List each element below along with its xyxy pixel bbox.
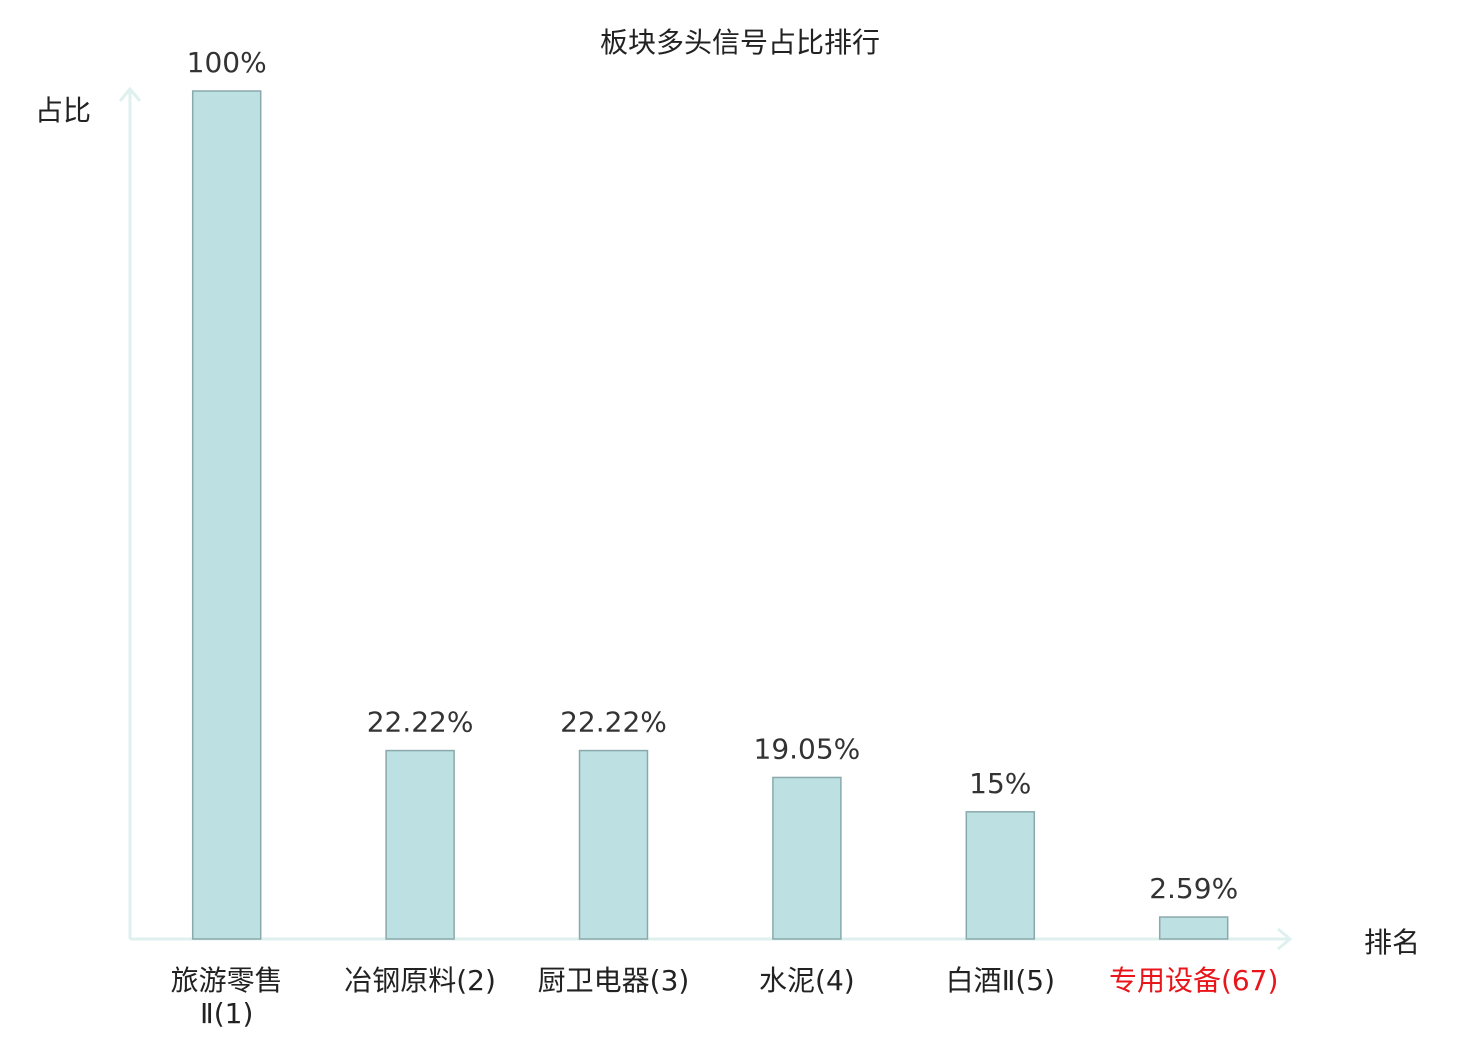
x-axis-arrow <box>1277 927 1293 951</box>
bar <box>578 749 649 940</box>
x-tick-label: 水泥(4) <box>759 964 855 997</box>
y-axis-arrow <box>118 86 142 102</box>
chart-title: 板块多头信号占比排行 <box>600 26 880 59</box>
bar <box>191 90 262 940</box>
value-label: 15% <box>969 767 1031 800</box>
bar <box>1158 916 1229 940</box>
bar <box>772 776 842 940</box>
x-tick-label: 冶钢原料(2) <box>344 964 496 997</box>
bar <box>385 749 455 940</box>
x-axis-title: 排名 <box>1364 926 1420 959</box>
x-tick-label: 白酒Ⅱ(5) <box>945 964 1056 997</box>
x-tick-label: 专用设备(67) <box>1108 964 1279 997</box>
value-label: 100% <box>187 46 267 79</box>
y-axis-title: 占比 <box>35 94 91 127</box>
value-label: 22.22% <box>560 706 667 739</box>
value-label: 22.22% <box>367 706 474 739</box>
x-tick-label: 旅游零售Ⅱ(1) <box>170 964 283 1030</box>
value-label: 2.59% <box>1149 872 1238 905</box>
value-label: 19.05% <box>754 732 861 765</box>
bar <box>965 811 1036 940</box>
x-tick-label: 厨卫电器(3) <box>537 964 690 997</box>
